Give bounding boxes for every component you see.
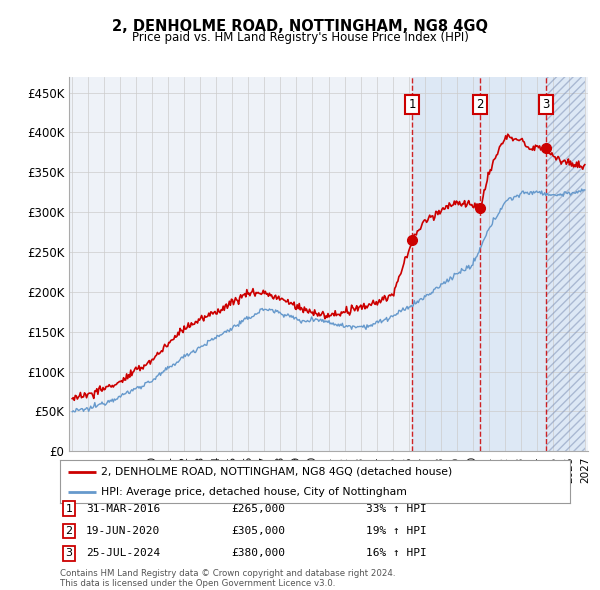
Text: £305,000: £305,000 <box>231 526 285 536</box>
Text: £265,000: £265,000 <box>231 504 285 513</box>
Text: 31-MAR-2016: 31-MAR-2016 <box>86 504 160 513</box>
Bar <box>546 77 585 451</box>
Text: 33% ↑ HPI: 33% ↑ HPI <box>366 504 427 513</box>
Text: HPI: Average price, detached house, City of Nottingham: HPI: Average price, detached house, City… <box>101 487 407 497</box>
Text: 25-JUL-2024: 25-JUL-2024 <box>86 549 160 558</box>
Text: 3: 3 <box>542 98 550 111</box>
Text: 16% ↑ HPI: 16% ↑ HPI <box>366 549 427 558</box>
Text: 2, DENHOLME ROAD, NOTTINGHAM, NG8 4GQ: 2, DENHOLME ROAD, NOTTINGHAM, NG8 4GQ <box>112 19 488 34</box>
Text: Price paid vs. HM Land Registry's House Price Index (HPI): Price paid vs. HM Land Registry's House … <box>131 31 469 44</box>
Text: Contains HM Land Registry data © Crown copyright and database right 2024.
This d: Contains HM Land Registry data © Crown c… <box>60 569 395 588</box>
Text: 2: 2 <box>476 98 484 111</box>
Text: 19-JUN-2020: 19-JUN-2020 <box>86 526 160 536</box>
Bar <box>546 77 585 451</box>
Text: £380,000: £380,000 <box>231 549 285 558</box>
Text: 19% ↑ HPI: 19% ↑ HPI <box>366 526 427 536</box>
Bar <box>412 77 546 451</box>
Text: 1: 1 <box>65 504 73 513</box>
Text: 2: 2 <box>65 526 73 536</box>
Text: 1: 1 <box>409 98 416 111</box>
Text: 2, DENHOLME ROAD, NOTTINGHAM, NG8 4GQ (detached house): 2, DENHOLME ROAD, NOTTINGHAM, NG8 4GQ (d… <box>101 467 452 477</box>
Text: 3: 3 <box>65 549 73 558</box>
